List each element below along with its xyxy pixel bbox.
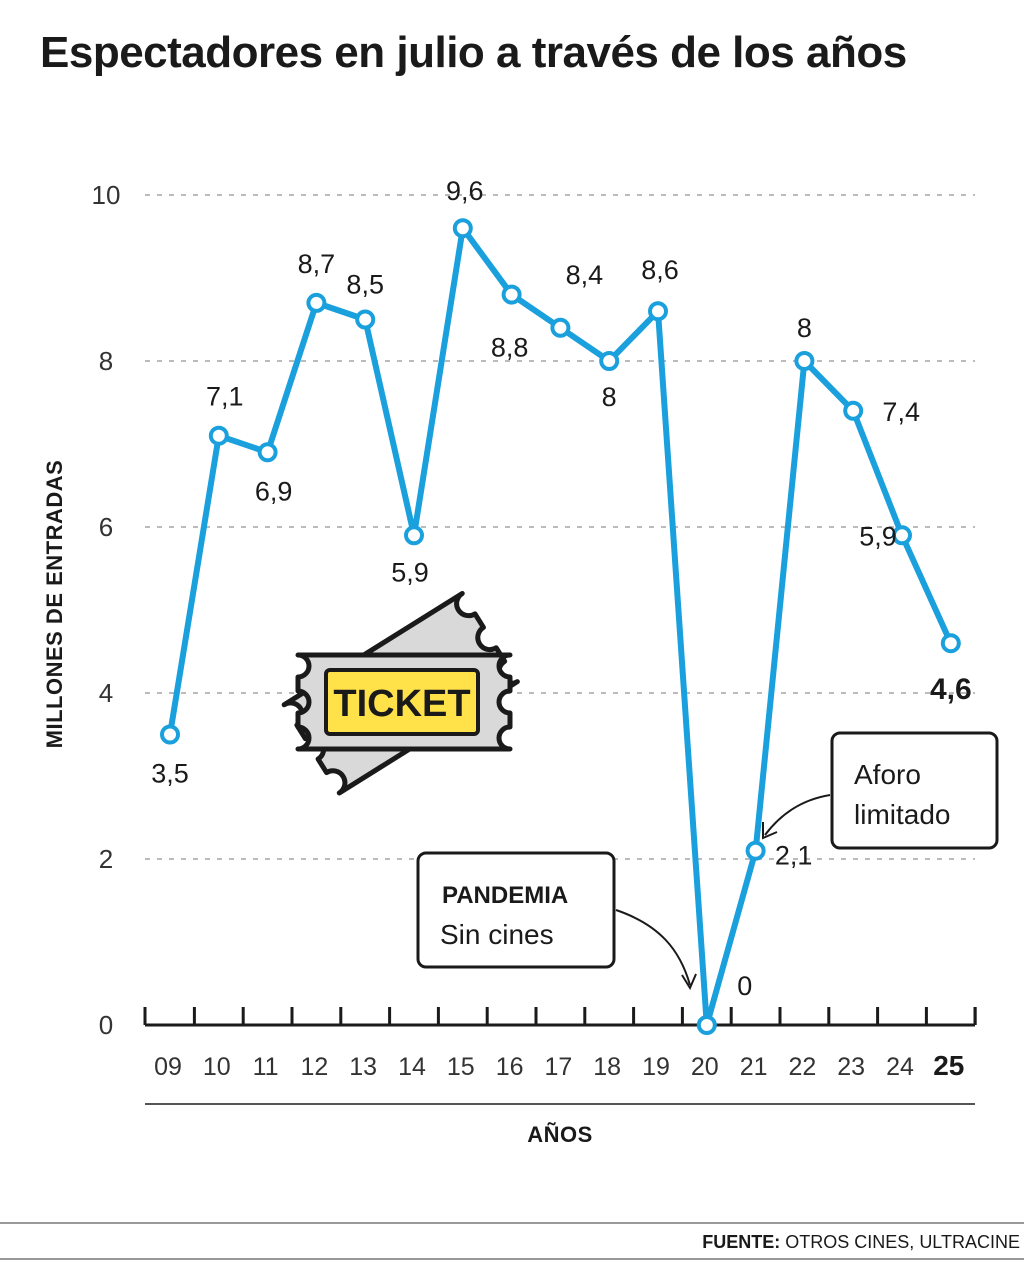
annotation-aforo: Aforo limitado [762, 731, 999, 850]
annotation-aforo-line1: Aforo [854, 759, 921, 790]
x-tick-label: 09 [154, 1053, 182, 1081]
data-label: 7,4 [882, 397, 920, 427]
footer-divider [0, 1222, 1024, 1224]
data-point [404, 525, 424, 546]
annotation-pandemia-text: Sin cines [440, 919, 554, 950]
y-axis-title: MILLONES DE ENTRADAS [42, 460, 67, 749]
x-tick-label: 18 [593, 1053, 621, 1081]
data-points [160, 218, 961, 1035]
source-note: FUENTE: OTROS CINES, ULTRACINE [702, 1232, 1020, 1253]
data-point [940, 633, 961, 654]
x-tick-label: 19 [642, 1053, 670, 1081]
data-point [160, 724, 180, 745]
data-point [550, 317, 571, 338]
annotation-pandemia-title: PANDEMIA [442, 882, 568, 909]
data-label: 9,6 [446, 176, 484, 206]
x-tick-label: 20 [691, 1053, 719, 1081]
source-label: FUENTE: [702, 1232, 781, 1252]
x-tick-label: 10 [203, 1053, 231, 1081]
data-label: 8 [602, 382, 617, 412]
data-labels: 3,5 7,1 6,9 8,7 8,5 5,9 9,6 8,8 8,4 8 8,6 0 2,1 8 7,4 5… [151, 176, 971, 1001]
x-tick-label: 11 [253, 1053, 279, 1081]
ticket-icon: TICKET [281, 590, 520, 796]
y-tick-label: 8 [99, 346, 113, 376]
x-axis-title: AÑOS [527, 1122, 593, 1147]
chart-title: Espectadores en julio a través de los añ… [40, 28, 907, 77]
x-tick-label: 24 [886, 1053, 914, 1081]
y-tick-label: 4 [99, 678, 113, 708]
data-label: 8,5 [346, 270, 384, 300]
y-tick-label: 2 [99, 844, 113, 874]
data-point [892, 525, 912, 546]
annotation-aforo-line2: limitado [854, 799, 950, 830]
data-point [257, 442, 278, 463]
data-label: 8 [797, 313, 812, 343]
data-point [208, 425, 229, 446]
data-label: 7,1 [206, 382, 244, 412]
data-point [355, 309, 376, 330]
y-tick-label: 6 [99, 512, 113, 542]
data-point [843, 400, 864, 421]
data-label: 8,7 [298, 249, 336, 279]
x-tick-label: 13 [349, 1053, 377, 1081]
x-tick-label: 12 [300, 1053, 328, 1081]
ticket-text: TICKET [333, 683, 470, 725]
data-label: 5,9 [391, 557, 429, 587]
data-label: 3,5 [151, 759, 189, 789]
data-label: 8,8 [491, 333, 529, 363]
data-point [452, 218, 473, 239]
data-point [599, 351, 620, 371]
data-label: 8,6 [641, 255, 679, 285]
data-point [306, 292, 327, 313]
data-point [648, 301, 668, 322]
data-label: 5,9 [859, 521, 897, 551]
footer-bottom-divider [0, 1258, 1024, 1260]
y-tick-label: 10 [92, 180, 121, 210]
data-point [696, 1015, 717, 1035]
data-label: 6,9 [255, 476, 293, 506]
data-label: 0 [737, 971, 752, 1001]
data-label: 8,4 [566, 260, 604, 290]
y-tick-label: 0 [99, 1010, 113, 1040]
data-label: 2,1 [775, 841, 813, 871]
data-point [794, 351, 815, 371]
data-label: 4,6 [930, 673, 972, 706]
y-axis-ticks: 0 2 4 6 8 10 [92, 180, 121, 1040]
x-tick-label: 23 [837, 1053, 865, 1081]
x-tick-label: 15 [447, 1053, 475, 1081]
data-point [501, 284, 522, 305]
x-tick-label: 16 [496, 1053, 524, 1081]
x-tick-label: 25 [933, 1050, 964, 1081]
data-point [745, 840, 766, 861]
x-tick-label: 22 [788, 1053, 816, 1081]
source-text: OTROS CINES, ULTRACINE [785, 1232, 1020, 1252]
x-tick-label: 14 [398, 1053, 426, 1081]
x-axis: 09 10 11 12 13 14 15 16 17 18 19 20 21 22 23 24 25 [143, 1007, 977, 1105]
annotation-pandemia: PANDEMIA Sin cines [416, 851, 697, 991]
x-tick-label: 21 [740, 1053, 768, 1081]
x-tick-label: 17 [544, 1053, 572, 1081]
